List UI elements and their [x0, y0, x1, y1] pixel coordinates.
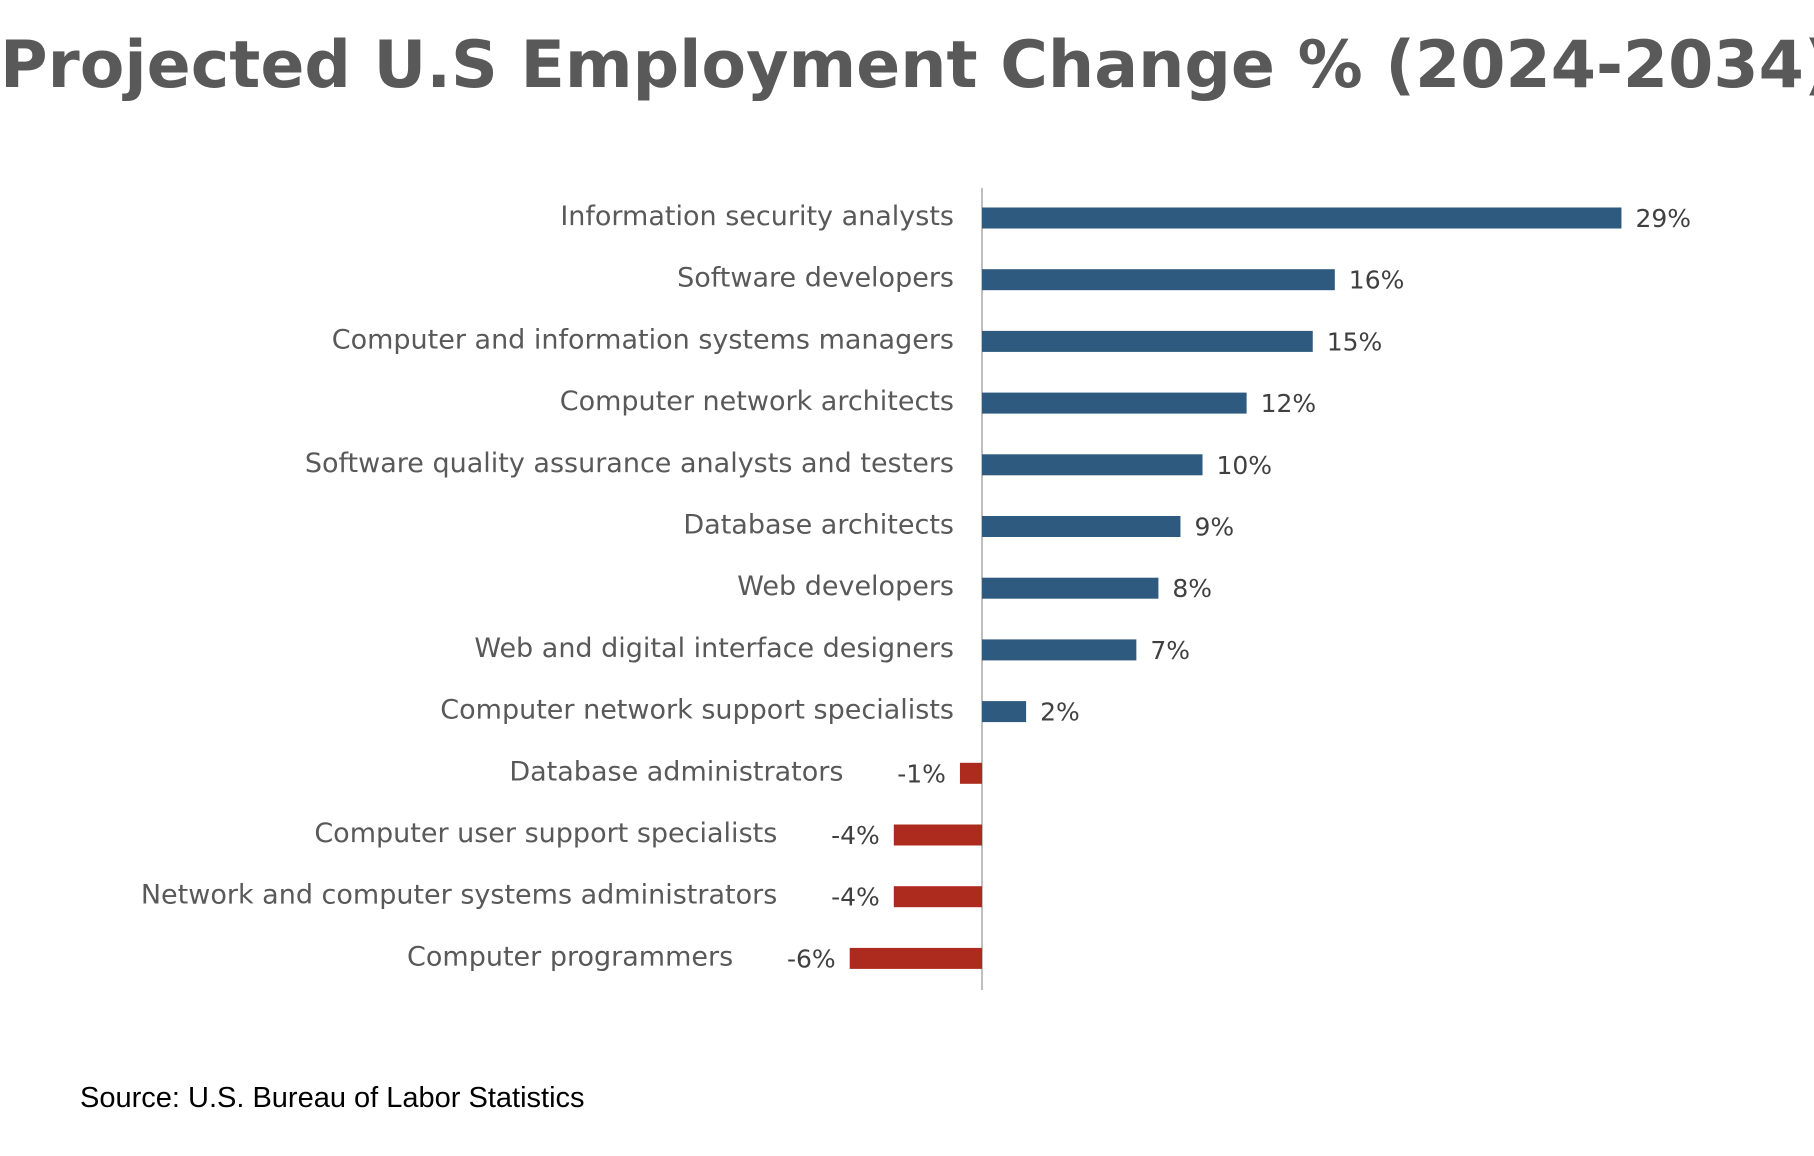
- bar: [982, 207, 1622, 229]
- category-label: Software quality assurance analysts and …: [305, 448, 954, 479]
- bar: [982, 577, 1159, 599]
- data-label: -4%: [831, 883, 880, 912]
- bar: [893, 886, 982, 908]
- category-label: Database architects: [683, 510, 954, 541]
- source-note: Source: U.S. Bureau of Labor Statistics: [80, 1082, 585, 1114]
- data-label: 8%: [1172, 574, 1212, 603]
- data-label: -6%: [787, 944, 836, 973]
- data-label: 16%: [1349, 266, 1405, 295]
- bar: [849, 947, 982, 969]
- data-label: 29%: [1635, 204, 1691, 233]
- category-label: Network and computer systems administrat…: [141, 880, 777, 911]
- data-label: 2%: [1040, 698, 1080, 727]
- data-label: 15%: [1327, 327, 1383, 356]
- category-label: Computer and information systems manager…: [332, 324, 954, 355]
- data-label: -4%: [831, 821, 880, 850]
- bar: [982, 392, 1247, 414]
- category-label: Software developers: [677, 263, 954, 294]
- category-label: Computer network support specialists: [440, 695, 954, 726]
- bar: [959, 762, 982, 784]
- category-label: Web and digital interface designers: [474, 633, 954, 664]
- bar: [982, 269, 1335, 291]
- bar: [982, 516, 1181, 537]
- data-label: 7%: [1150, 636, 1190, 665]
- data-label: 9%: [1194, 513, 1234, 542]
- bar: [982, 330, 1313, 352]
- category-label: Computer programmers: [407, 941, 733, 972]
- category-label: Database administrators: [509, 756, 843, 787]
- category-label: Information security analysts: [560, 201, 954, 232]
- data-label: 10%: [1217, 451, 1273, 480]
- bar: [893, 824, 982, 846]
- chart-title: Projected U.S Employment Change % (2024-…: [0, 28, 1814, 103]
- bar: [982, 639, 1137, 661]
- category-label: Computer user support specialists: [314, 818, 777, 849]
- category-label: Computer network architects: [560, 386, 954, 417]
- category-label: Web developers: [737, 571, 954, 602]
- data-label: -1%: [897, 759, 946, 788]
- data-label: 12%: [1261, 389, 1317, 418]
- bar-chart: 29% Information security analysts 16% Softw…: [141, 188, 1691, 990]
- bar: [982, 454, 1203, 476]
- bar: [982, 701, 1027, 723]
